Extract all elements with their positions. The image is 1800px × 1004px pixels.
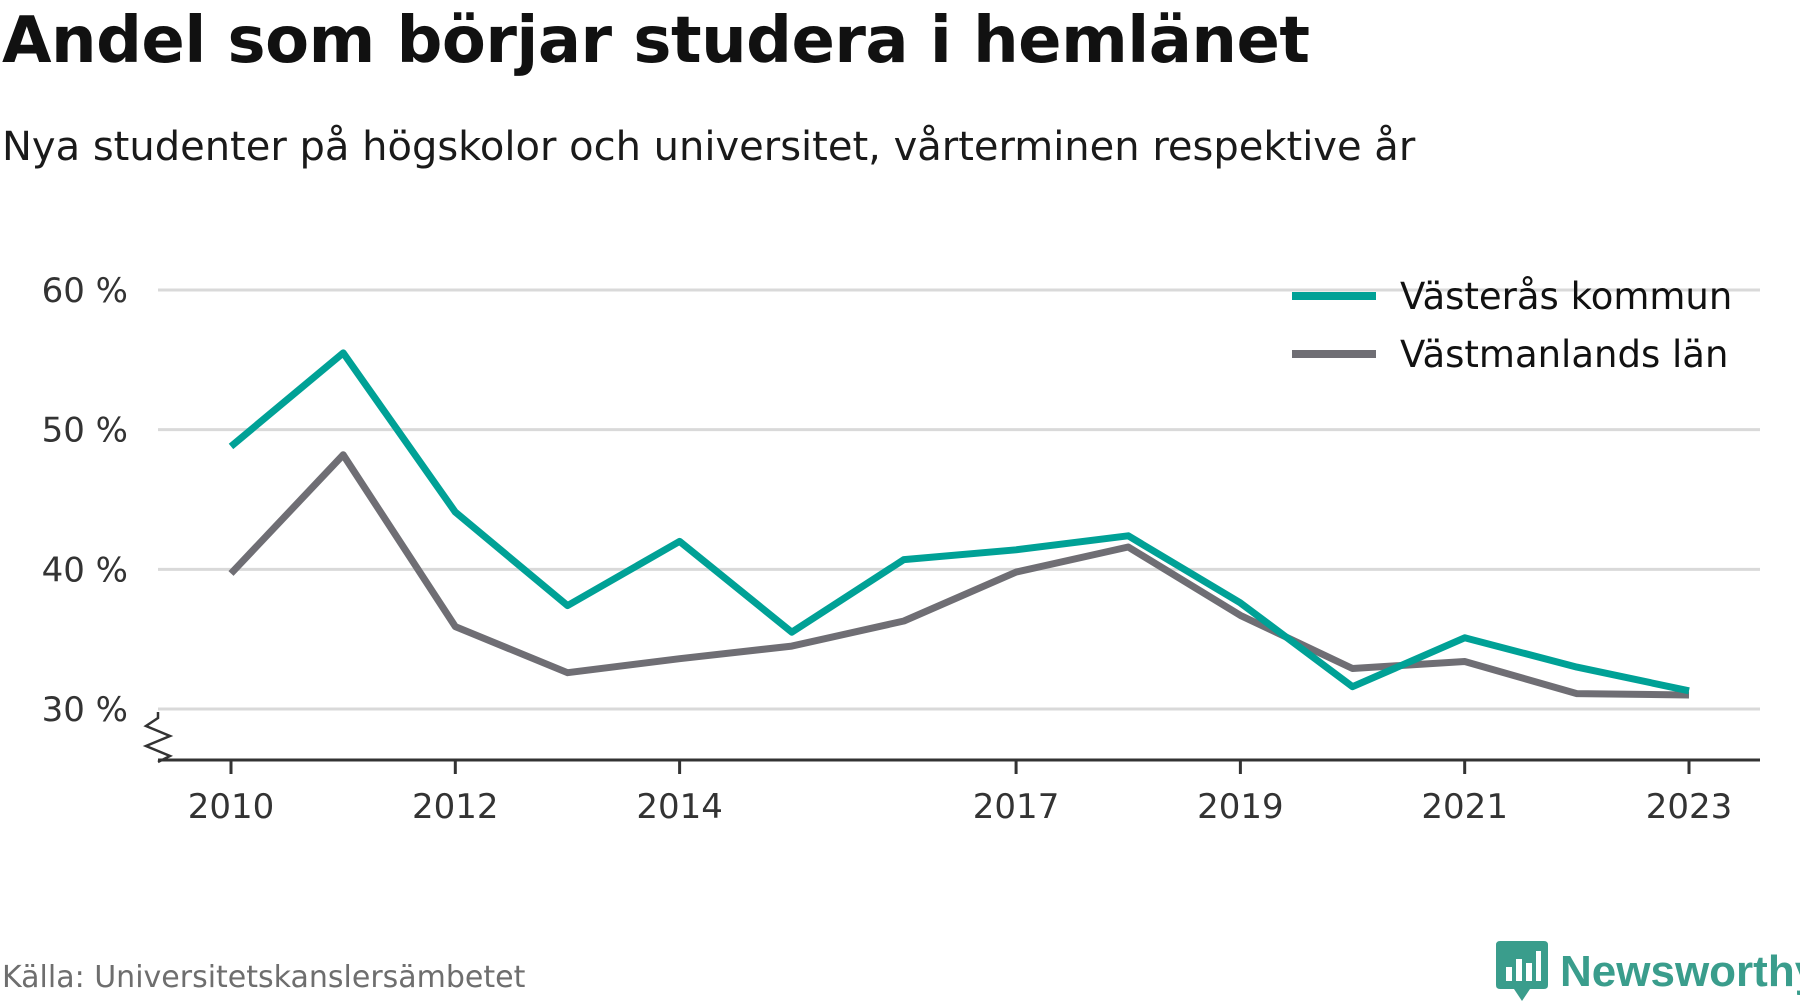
x-tick-label: 2012: [412, 787, 499, 827]
chart-subtitle: Nya studenter på högskolor och universit…: [2, 124, 1416, 170]
x-axis: 2010 2012 2014 2017 2019 2021 2023: [142, 712, 1760, 827]
x-tick-label: 2017: [973, 787, 1060, 827]
y-tick-label: 60 %: [42, 271, 128, 311]
legend: Västerås kommun Västmanlands län: [1292, 275, 1732, 376]
legend-label-vastmanland: Västmanlands län: [1400, 333, 1728, 376]
y-tick-label: 30 %: [42, 690, 128, 730]
chart-title: Andel som börjar studera i hemlänet: [2, 4, 1310, 78]
newsworthy-logo: Newsworthy: [1496, 940, 1800, 1004]
axis-break-icon: [142, 712, 174, 764]
legend-label-vasteras: Västerås kommun: [1400, 275, 1732, 318]
x-tick-label: 2019: [1197, 787, 1284, 827]
series-lines: [228, 349, 1690, 699]
gridlines: [158, 288, 1760, 711]
x-tick-label: 2023: [1646, 787, 1733, 827]
x-tick-label: 2010: [188, 787, 275, 827]
line-chart: 30 % 40 % 50 % 60 % 2010 2012 2014 2017 2019 202…: [42, 271, 1760, 827]
bar-chart-badge-icon: [1496, 941, 1548, 1003]
x-tick-label: 2021: [1421, 787, 1508, 827]
y-tick-label: 40 %: [42, 550, 128, 590]
x-tick-label: 2014: [636, 787, 723, 827]
y-tick-label: 50 %: [42, 411, 128, 451]
series-line-vastmanland: [228, 451, 1690, 699]
brand-name: Newsworthy: [1560, 947, 1800, 996]
series-line-vasteras: [228, 349, 1690, 695]
source-note: Källa: Universitetskanslersämbetet: [2, 960, 526, 995]
y-axis-ticks: 30 % 40 % 50 % 60 %: [42, 271, 128, 730]
